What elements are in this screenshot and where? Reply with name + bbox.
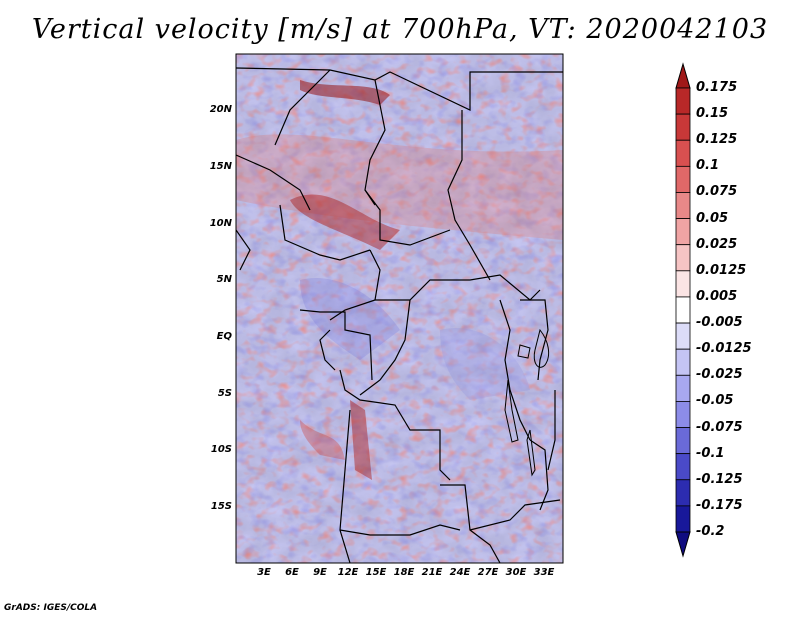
- colorbar-segment: [675, 505, 691, 533]
- lat-tick-10s: 10S: [210, 444, 232, 455]
- lat-tick-10n: 10N: [209, 218, 232, 229]
- colorbar-label: -0.2: [696, 524, 725, 539]
- colorbar-label: 0.005: [696, 288, 738, 304]
- colorbar-label: -0.025: [696, 367, 743, 383]
- colorbar-segment: [675, 427, 691, 455]
- colorbar-label: -0.0125: [696, 341, 752, 357]
- colorbar-segment: [675, 192, 691, 219]
- colorbar-label: 0.025: [696, 236, 738, 252]
- colorbar-label: 0.1: [696, 158, 720, 174]
- colorbar-label: 0.125: [696, 132, 738, 148]
- colorbar-label: 0.175: [696, 80, 738, 95]
- colorbar-segment: [675, 270, 691, 298]
- colorbar-label: -0.175: [696, 497, 743, 513]
- lon-tick-18e: 18E: [393, 567, 415, 578]
- lat-tick-15n: 15N: [209, 161, 232, 172]
- colorbar-segment: [675, 322, 691, 350]
- colorbar-label: 0.075: [696, 184, 738, 200]
- colorbar-segment: [675, 401, 691, 428]
- lat-tick-eq: EQ: [216, 331, 232, 342]
- colorbar-label: -0.1: [696, 445, 725, 461]
- colorbar-label: 0.15: [696, 106, 729, 122]
- colorbar-label: -0.05: [696, 393, 734, 409]
- velocity-field: [236, 54, 563, 563]
- lat-tick-5s: 5S: [217, 388, 232, 399]
- colorbar-label: 0.0125: [696, 262, 747, 278]
- lon-tick-12e: 12E: [337, 567, 359, 578]
- colorbar-segment: [675, 244, 691, 272]
- lon-tick-21e: 21E: [421, 567, 443, 578]
- country-borders: [236, 67, 563, 563]
- colorbar-segment: [675, 479, 691, 507]
- lon-tick-27e: 27E: [477, 567, 499, 578]
- colorbar: [675, 62, 691, 558]
- colorbar-segment: [675, 218, 691, 246]
- lat-tick-20n: 20N: [209, 104, 232, 115]
- lon-tick-30e: 30E: [505, 567, 527, 578]
- colorbar-label: -0.125: [696, 471, 743, 487]
- colorbar-label: -0.005: [696, 315, 743, 331]
- colorbar-segment: [675, 87, 691, 115]
- colorbar-segment: [675, 296, 691, 324]
- map-frame: [235, 53, 564, 564]
- colorbar-label: 0.05: [696, 210, 729, 226]
- colorbar-segment: [675, 453, 691, 481]
- chart-title: Vertical velocity [m/s] at 700hPa, VT: 2…: [31, 14, 769, 45]
- lat-tick-15s: 15S: [210, 501, 232, 512]
- lon-tick-9e: 9E: [313, 567, 327, 578]
- lon-tick-6e: 6E: [285, 567, 299, 578]
- colorbar-segment: [675, 113, 691, 141]
- lon-tick-33e: 33E: [533, 567, 555, 578]
- lakes: [504, 328, 550, 477]
- lon-tick-3e: 3E: [257, 567, 271, 578]
- lon-tick-24e: 24E: [449, 567, 471, 578]
- colorbar-bottom-arrow: [675, 531, 691, 558]
- colorbar-segment: [675, 348, 691, 376]
- lat-tick-5n: 5N: [216, 274, 232, 285]
- grads-credit: GrADS: IGES/COLA: [4, 603, 98, 613]
- colorbar-label: -0.075: [696, 419, 743, 435]
- colorbar-top-arrow: [675, 62, 691, 89]
- colorbar-segment: [675, 165, 691, 193]
- colorbar-segment: [675, 139, 691, 167]
- lon-tick-15e: 15E: [365, 567, 387, 578]
- colorbar-segment: [675, 374, 691, 402]
